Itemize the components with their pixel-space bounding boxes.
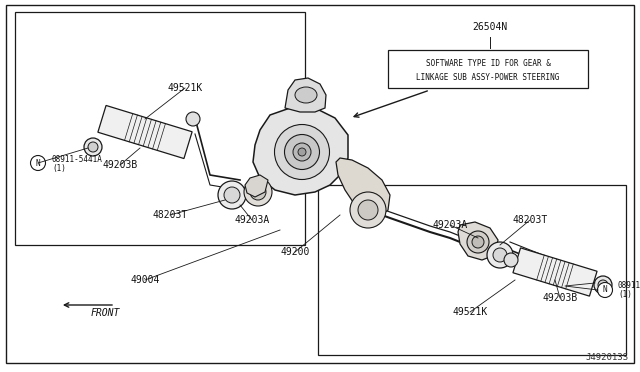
Text: 48203T: 48203T — [513, 215, 548, 225]
Ellipse shape — [598, 282, 612, 298]
Ellipse shape — [244, 178, 272, 206]
Ellipse shape — [275, 125, 330, 180]
Ellipse shape — [472, 236, 484, 248]
Text: J492013S: J492013S — [585, 353, 628, 362]
Ellipse shape — [594, 276, 612, 294]
Text: (1): (1) — [618, 291, 632, 299]
Text: 49521K: 49521K — [452, 307, 488, 317]
Text: 08911-5441A: 08911-5441A — [618, 280, 640, 289]
Text: FRONT: FRONT — [90, 308, 120, 318]
Ellipse shape — [285, 135, 319, 170]
Polygon shape — [336, 158, 390, 218]
Text: 49203A: 49203A — [433, 220, 468, 230]
Polygon shape — [253, 108, 348, 195]
Polygon shape — [513, 248, 597, 296]
Text: (1): (1) — [52, 164, 66, 173]
Text: 49203B: 49203B — [542, 293, 578, 303]
Text: 08911-5441A: 08911-5441A — [52, 154, 103, 164]
Polygon shape — [285, 78, 326, 112]
Ellipse shape — [31, 155, 45, 170]
Ellipse shape — [293, 143, 311, 161]
Ellipse shape — [186, 112, 200, 126]
Polygon shape — [98, 105, 192, 158]
Text: 49004: 49004 — [131, 275, 160, 285]
Ellipse shape — [298, 148, 306, 156]
Bar — [388, 50, 588, 88]
Bar — [318, 185, 626, 355]
Ellipse shape — [224, 187, 240, 203]
Text: SOFTWARE TYPE ID FOR GEAR &: SOFTWARE TYPE ID FOR GEAR & — [426, 58, 550, 67]
Ellipse shape — [504, 253, 518, 267]
Polygon shape — [458, 222, 498, 260]
Ellipse shape — [88, 142, 98, 152]
Text: 49200: 49200 — [280, 247, 310, 257]
Text: 48203T: 48203T — [152, 210, 188, 220]
Text: 26504N: 26504N — [472, 22, 508, 32]
Polygon shape — [245, 175, 268, 197]
Ellipse shape — [250, 184, 266, 200]
Text: N: N — [36, 158, 40, 167]
Ellipse shape — [218, 181, 246, 209]
Text: 49521K: 49521K — [168, 83, 203, 93]
Ellipse shape — [467, 231, 489, 253]
Text: N: N — [603, 285, 607, 295]
Ellipse shape — [84, 138, 102, 156]
Ellipse shape — [487, 242, 513, 268]
Ellipse shape — [493, 248, 507, 262]
Ellipse shape — [350, 192, 386, 228]
Ellipse shape — [295, 87, 317, 103]
Text: LINKAGE SUB ASSY-POWER STEERING: LINKAGE SUB ASSY-POWER STEERING — [416, 73, 560, 81]
Ellipse shape — [598, 280, 608, 290]
Text: 49203B: 49203B — [102, 160, 138, 170]
Bar — [15, 12, 305, 245]
Text: 49203A: 49203A — [234, 215, 269, 225]
Ellipse shape — [358, 200, 378, 220]
